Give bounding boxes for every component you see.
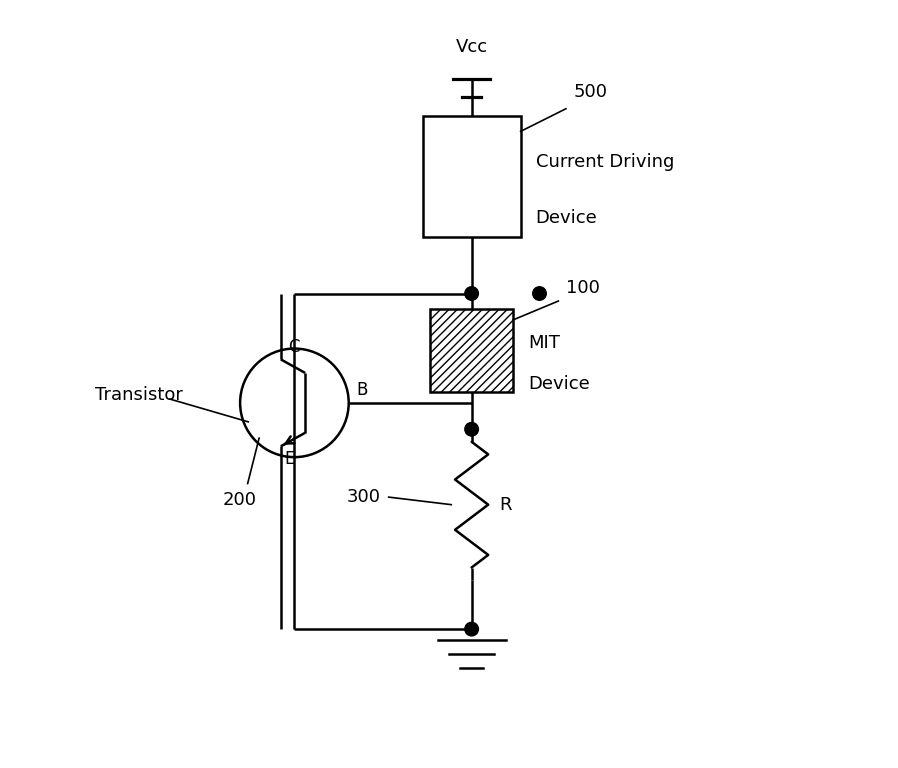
Text: Device: Device <box>528 375 590 393</box>
Bar <box>430 309 513 392</box>
Text: 500: 500 <box>574 83 607 101</box>
Text: 300: 300 <box>348 488 381 506</box>
Text: MIT: MIT <box>528 333 560 352</box>
Text: Transistor: Transistor <box>94 386 182 404</box>
Text: Vcc: Vcc <box>455 38 488 56</box>
Text: E: E <box>285 450 295 468</box>
Text: Device: Device <box>536 209 597 227</box>
Text: 200: 200 <box>223 491 257 509</box>
Text: Current Driving: Current Driving <box>536 153 674 170</box>
Circle shape <box>465 422 479 436</box>
Text: B: B <box>357 381 367 399</box>
Text: C: C <box>288 338 300 356</box>
Circle shape <box>533 286 546 300</box>
Text: R: R <box>499 495 512 514</box>
Circle shape <box>465 286 479 300</box>
Bar <box>423 116 521 237</box>
Text: 100: 100 <box>566 280 600 297</box>
Circle shape <box>465 622 479 636</box>
